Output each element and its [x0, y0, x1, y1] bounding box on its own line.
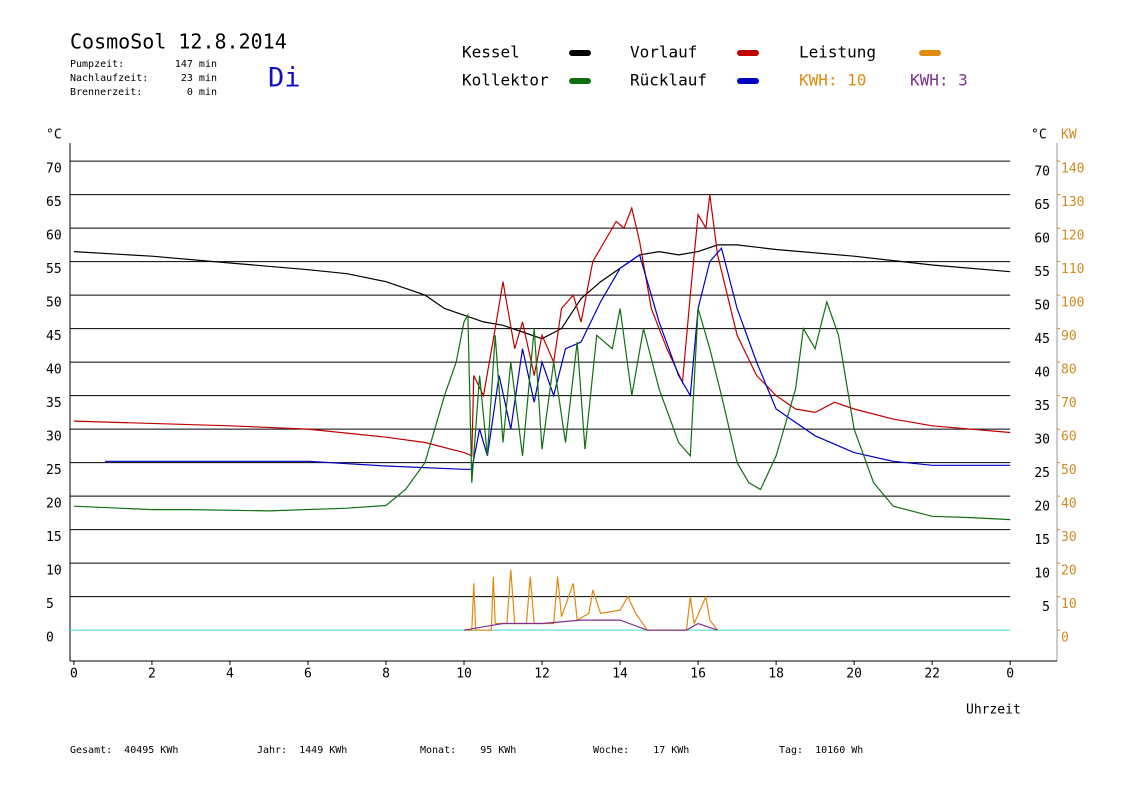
y-right-tick-label: 25 — [1034, 466, 1050, 481]
y-tick-label: 10 — [46, 564, 62, 579]
kwh-label: KWH: 3 — [910, 71, 968, 90]
x-tick-label: 14 — [612, 667, 628, 682]
y-right-tick-label: 15 — [1034, 533, 1050, 548]
info-value: 23 min — [181, 73, 217, 84]
x-tick-label: 16 — [690, 667, 706, 682]
x-tick-label: 0 — [70, 667, 78, 682]
y-right-tick-label: 50 — [1034, 299, 1050, 314]
y-tick-label: 15 — [46, 530, 62, 545]
y2-tick-label: 80 — [1061, 363, 1077, 378]
y2-tick-label: 130 — [1061, 195, 1084, 210]
y-right-tick-label: 10 — [1034, 567, 1050, 582]
footer-stat: Monat: 95 KWh — [420, 745, 516, 756]
x-axis-label: Uhrzeit — [966, 703, 1021, 718]
x-tick-label: 6 — [304, 667, 312, 682]
chart-title: CosmoSol 12.8.2014 — [70, 30, 287, 54]
y-right-tick-label: 45 — [1034, 332, 1050, 347]
y-right-tick-label: 5 — [1042, 600, 1050, 615]
weekday: Di — [268, 63, 301, 94]
series-line — [105, 246, 1011, 470]
footer-stat: Jahr: 1449 KWh — [257, 745, 347, 756]
legend-label: Kessel — [462, 43, 520, 62]
legend-label: Kollektor — [462, 71, 549, 90]
y2-tick-label: 0 — [1061, 631, 1069, 646]
y-tick-label: 70 — [46, 162, 62, 177]
series-line — [73, 244, 1011, 340]
y-right-tick-label: 60 — [1034, 232, 1050, 247]
y-tick-label: 65 — [46, 195, 62, 210]
y2-tick-label: 60 — [1061, 430, 1077, 445]
y2-tick-label: 90 — [1061, 329, 1077, 344]
y-right-tick-label: 30 — [1034, 433, 1050, 448]
y-tick-label: 5 — [46, 597, 54, 612]
info-label: Nachlaufzeit: — [70, 73, 148, 84]
y-tick-label: 25 — [46, 463, 62, 478]
legend-label: Vorlauf — [630, 43, 697, 62]
y2-tick-label: 140 — [1061, 162, 1084, 177]
y-right-tick-label: 35 — [1034, 399, 1050, 414]
x-tick-label: 22 — [924, 667, 940, 682]
x-tick-label: 20 — [846, 667, 862, 682]
x-tick-label: 8 — [382, 667, 390, 682]
y-right-tick-label: 20 — [1034, 500, 1050, 515]
series-line — [73, 194, 1011, 457]
y-right-tick-label: 65 — [1034, 198, 1050, 213]
info-value: 147 min — [175, 59, 217, 70]
x-tick-label: 4 — [226, 667, 234, 682]
y2-tick-label: 40 — [1061, 497, 1077, 512]
footer-stat: Tag: 10160 Wh — [779, 745, 863, 756]
footer-stat: Gesamt: 40495 KWh — [70, 745, 178, 756]
y2-tick-label: 100 — [1061, 296, 1084, 311]
y-unit: °C — [46, 128, 62, 143]
y-tick-label: 60 — [46, 229, 62, 244]
footer-stat: Woche: 17 KWh — [593, 745, 689, 756]
y-right-tick-label: 40 — [1034, 366, 1050, 381]
kwh-label: KWH: 10 — [799, 71, 866, 90]
y2-tick-label: 10 — [1061, 597, 1077, 612]
y2-unit: KW — [1061, 128, 1077, 143]
x-tick-label: 10 — [456, 667, 472, 682]
legend-label: Rücklauf — [630, 71, 707, 90]
info-value: 0 min — [187, 87, 217, 98]
y2-tick-label: 70 — [1061, 396, 1077, 411]
legend-label: Leistung — [799, 43, 876, 62]
series-line — [463, 619, 718, 631]
y-right-tick-label: 70 — [1034, 165, 1050, 180]
y-tick-label: 55 — [46, 262, 62, 277]
y-tick-label: 20 — [46, 497, 62, 512]
info-label: Brennerzeit: — [70, 87, 142, 98]
y-tick-label: 50 — [46, 296, 62, 311]
y-tick-label: 40 — [46, 363, 62, 378]
y-tick-label: 35 — [46, 396, 62, 411]
y2-tick-label: 50 — [1061, 463, 1077, 478]
series-line — [73, 299, 1011, 521]
y2-tick-label: 20 — [1061, 564, 1077, 579]
y-right-tick-label: 55 — [1034, 265, 1050, 280]
y2-tick-label: 110 — [1061, 262, 1084, 277]
y2-unit-c: °C — [1031, 128, 1047, 143]
x-tick-label: 12 — [534, 667, 550, 682]
x-tick-label: 0 — [1006, 667, 1014, 682]
y-tick-label: 30 — [46, 430, 62, 445]
y-tick-label: 45 — [46, 329, 62, 344]
y2-tick-label: 120 — [1061, 229, 1084, 244]
info-label: Pumpzeit: — [70, 59, 124, 70]
y-tick-label: 0 — [46, 631, 54, 646]
x-tick-label: 18 — [768, 667, 784, 682]
y2-tick-label: 30 — [1061, 530, 1077, 545]
x-tick-label: 2 — [148, 667, 156, 682]
